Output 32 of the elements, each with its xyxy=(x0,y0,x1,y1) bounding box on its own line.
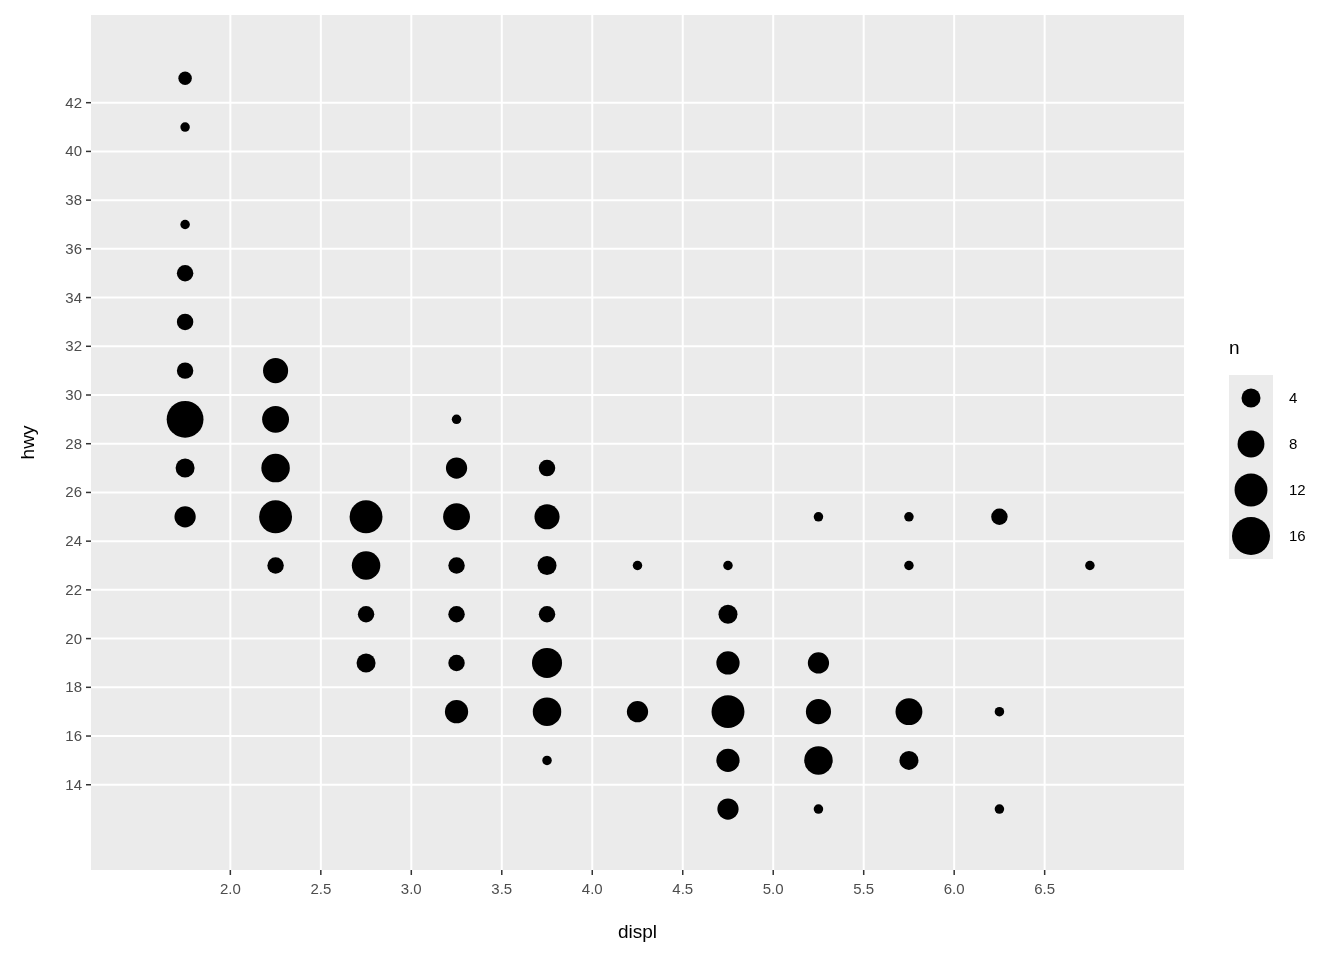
y-tick-label: 36 xyxy=(65,239,82,257)
y-tick-label: 18 xyxy=(65,678,82,696)
y-tick-label: 30 xyxy=(65,386,82,403)
x-tick-label: 4.5 xyxy=(672,880,694,897)
y-tick-label: 32 xyxy=(65,337,82,355)
x-tick-label: 6.5 xyxy=(1034,880,1056,897)
x-axis-title: displ xyxy=(617,921,658,942)
y-tick-label: 22 xyxy=(65,580,82,598)
y-tick-label: 38 xyxy=(65,191,82,209)
y-tick-label: 40 xyxy=(65,142,82,160)
x-tick-label: 3.0 xyxy=(400,880,422,897)
x-tick-label: 5.5 xyxy=(853,880,875,897)
legend-label: 8 xyxy=(1289,435,1298,452)
x-tick-label: 2.5 xyxy=(310,880,332,897)
x-tick-label: 3.5 xyxy=(491,880,513,897)
y-tick-label: 24 xyxy=(65,532,82,550)
legend-title: n xyxy=(1229,337,1240,358)
legend-label: 16 xyxy=(1289,527,1306,544)
legend-label: 12 xyxy=(1289,481,1306,498)
y-tick-label: 26 xyxy=(65,483,82,501)
y-axis-title: hwy xyxy=(17,425,38,460)
y-tick-label: 42 xyxy=(65,93,82,111)
legend-label: 4 xyxy=(1289,389,1298,406)
y-tick-label: 16 xyxy=(65,727,82,745)
y-tick-label: 20 xyxy=(65,629,82,647)
x-tick-label: 6.0 xyxy=(943,880,965,897)
x-tick-label: 4.0 xyxy=(581,880,603,897)
x-tick-label: 5.0 xyxy=(762,880,784,897)
y-tick-label: 34 xyxy=(65,288,82,306)
y-tick-label: 28 xyxy=(65,434,82,452)
y-tick-label: 14 xyxy=(65,775,82,793)
x-tick-label: 2.0 xyxy=(219,880,241,897)
